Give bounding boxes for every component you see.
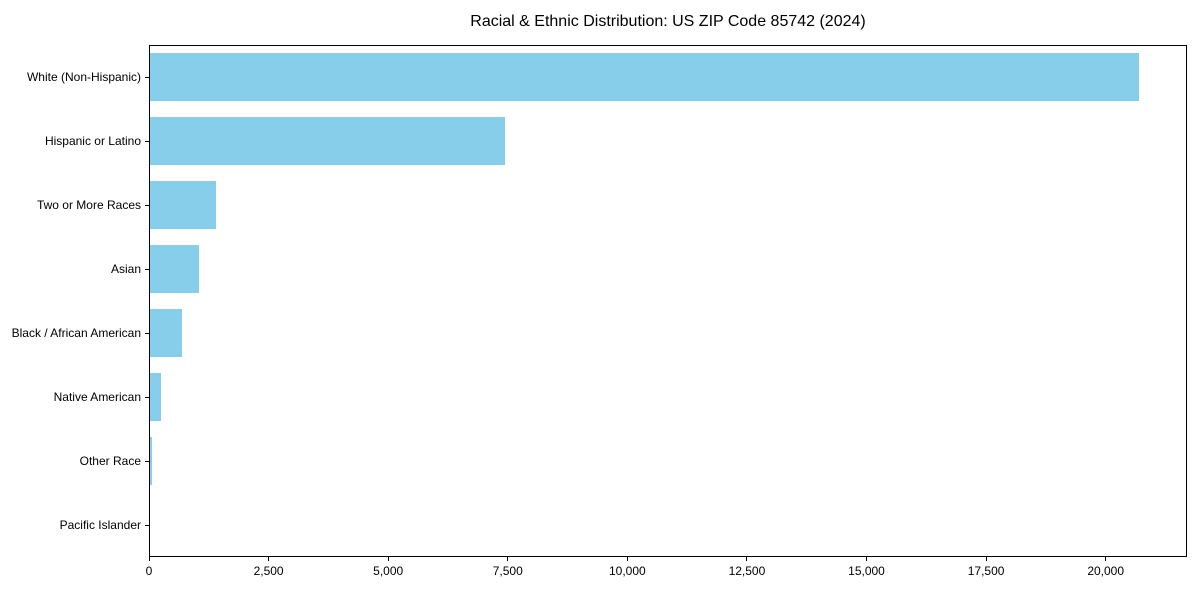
y-tick-mark xyxy=(145,268,149,270)
y-axis-label: Pacific Islander xyxy=(59,518,141,532)
x-tick-label: 0 xyxy=(145,564,153,578)
x-tick-mark xyxy=(746,557,748,561)
y-axis-label: Other Race xyxy=(79,454,141,468)
x-tick-mark xyxy=(507,557,509,561)
y-tick-mark xyxy=(145,76,149,78)
bar-white-non-hispanic xyxy=(149,53,1140,101)
y-axis-label: Asian xyxy=(110,262,141,276)
y-axis-label: White (Non-Hispanic) xyxy=(26,70,141,84)
x-tick-mark xyxy=(985,557,987,561)
y-axis-label: Black / African American xyxy=(11,326,141,340)
y-tick-mark xyxy=(145,524,149,526)
plot-area xyxy=(149,45,1187,557)
y-tick-mark xyxy=(145,396,149,398)
x-tick-mark xyxy=(148,557,150,561)
x-tick-label: 15,000 xyxy=(848,564,885,578)
x-tick-mark xyxy=(268,557,270,561)
x-tick-label: 7,500 xyxy=(492,564,523,578)
y-axis-label: Hispanic or Latino xyxy=(44,134,141,148)
bar-other-race xyxy=(149,437,153,485)
y-tick-mark xyxy=(145,140,149,142)
y-axis-label: Two or More Races xyxy=(36,198,141,212)
x-tick-label: 10,000 xyxy=(608,564,646,578)
bar-pacific-islander xyxy=(149,501,150,549)
y-tick-mark xyxy=(145,204,149,206)
x-tick-label: 20,000 xyxy=(1087,564,1125,578)
y-tick-mark xyxy=(145,332,149,334)
bar-native-american xyxy=(149,373,161,421)
chart-title: Racial & Ethnic Distribution: US ZIP Cod… xyxy=(470,13,866,30)
bar-hispanic-or-latino xyxy=(149,117,505,165)
bar-black-african-american xyxy=(149,309,182,357)
x-tick-mark xyxy=(866,557,867,561)
bar-two-or-more-races xyxy=(149,181,216,229)
bar-asian xyxy=(149,245,199,293)
x-tick-label: 5,000 xyxy=(373,564,404,578)
x-tick-label: 17,500 xyxy=(967,564,1005,578)
y-tick-mark xyxy=(145,460,149,462)
x-tick-mark xyxy=(1105,557,1107,561)
x-tick-mark xyxy=(387,557,389,561)
x-tick-label: 2,500 xyxy=(253,564,284,578)
y-axis-label: Native American xyxy=(53,390,141,404)
x-tick-label: 12,500 xyxy=(728,564,766,578)
x-tick-mark xyxy=(626,557,628,561)
